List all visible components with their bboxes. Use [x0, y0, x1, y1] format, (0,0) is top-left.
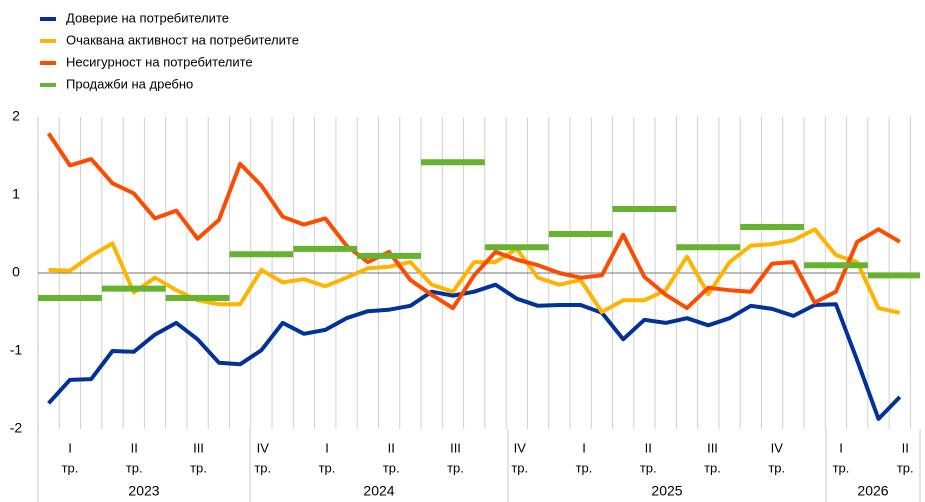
- quarter-suffix: тр.: [897, 460, 914, 475]
- y-tick-label: 1: [12, 186, 20, 202]
- legend-label: Доверие на потребителите: [66, 10, 229, 25]
- quarter-suffix: тр.: [447, 460, 464, 475]
- quarter-label: I: [68, 440, 72, 455]
- quarter-suffix: тр.: [833, 460, 850, 475]
- year-label: 2023: [128, 483, 159, 499]
- year-label: 2024: [363, 483, 394, 499]
- quarter-label: III: [193, 440, 204, 455]
- quarter-label: IV: [257, 440, 270, 455]
- quarter-suffix: тр.: [640, 460, 657, 475]
- quarter-suffix: тр.: [383, 460, 400, 475]
- year-label: 2026: [857, 483, 888, 499]
- quarter-suffix: тр.: [190, 460, 207, 475]
- legend-label: Очаквана активност на потребителите: [66, 32, 299, 47]
- quarter-label: I: [839, 440, 843, 455]
- quarter-label: II: [388, 440, 395, 455]
- quarter-suffix: тр.: [254, 460, 271, 475]
- quarter-suffix: тр.: [511, 460, 528, 475]
- quarter-label: IV: [514, 440, 527, 455]
- y-tick-label: -2: [10, 420, 23, 436]
- quarter-label: I: [325, 440, 329, 455]
- y-tick-label: 2: [12, 108, 20, 124]
- quarter-label: II: [131, 440, 138, 455]
- year-label: 2025: [651, 483, 682, 499]
- legend-label: Продажби на дребно: [66, 76, 193, 91]
- quarter-label: I: [582, 440, 586, 455]
- quarter-suffix: тр.: [768, 460, 785, 475]
- quarter-suffix: тр.: [126, 460, 143, 475]
- series-line: [47, 282, 902, 421]
- legend-label: Несигурност на потребителите: [66, 54, 253, 69]
- quarter-suffix: тр.: [62, 460, 79, 475]
- quarter-label: II: [645, 440, 652, 455]
- quarter-label: II: [902, 440, 909, 455]
- quarter-label: IV: [771, 440, 784, 455]
- quarter-label: III: [450, 440, 461, 455]
- quarter-suffix: тр.: [319, 460, 336, 475]
- quarter-suffix: тр.: [576, 460, 593, 475]
- y-tick-label: 0: [12, 264, 20, 280]
- quarter-label: III: [707, 440, 718, 455]
- y-tick-label: -1: [10, 342, 23, 358]
- series-line: [46, 132, 901, 311]
- quarter-suffix: тр.: [704, 460, 721, 475]
